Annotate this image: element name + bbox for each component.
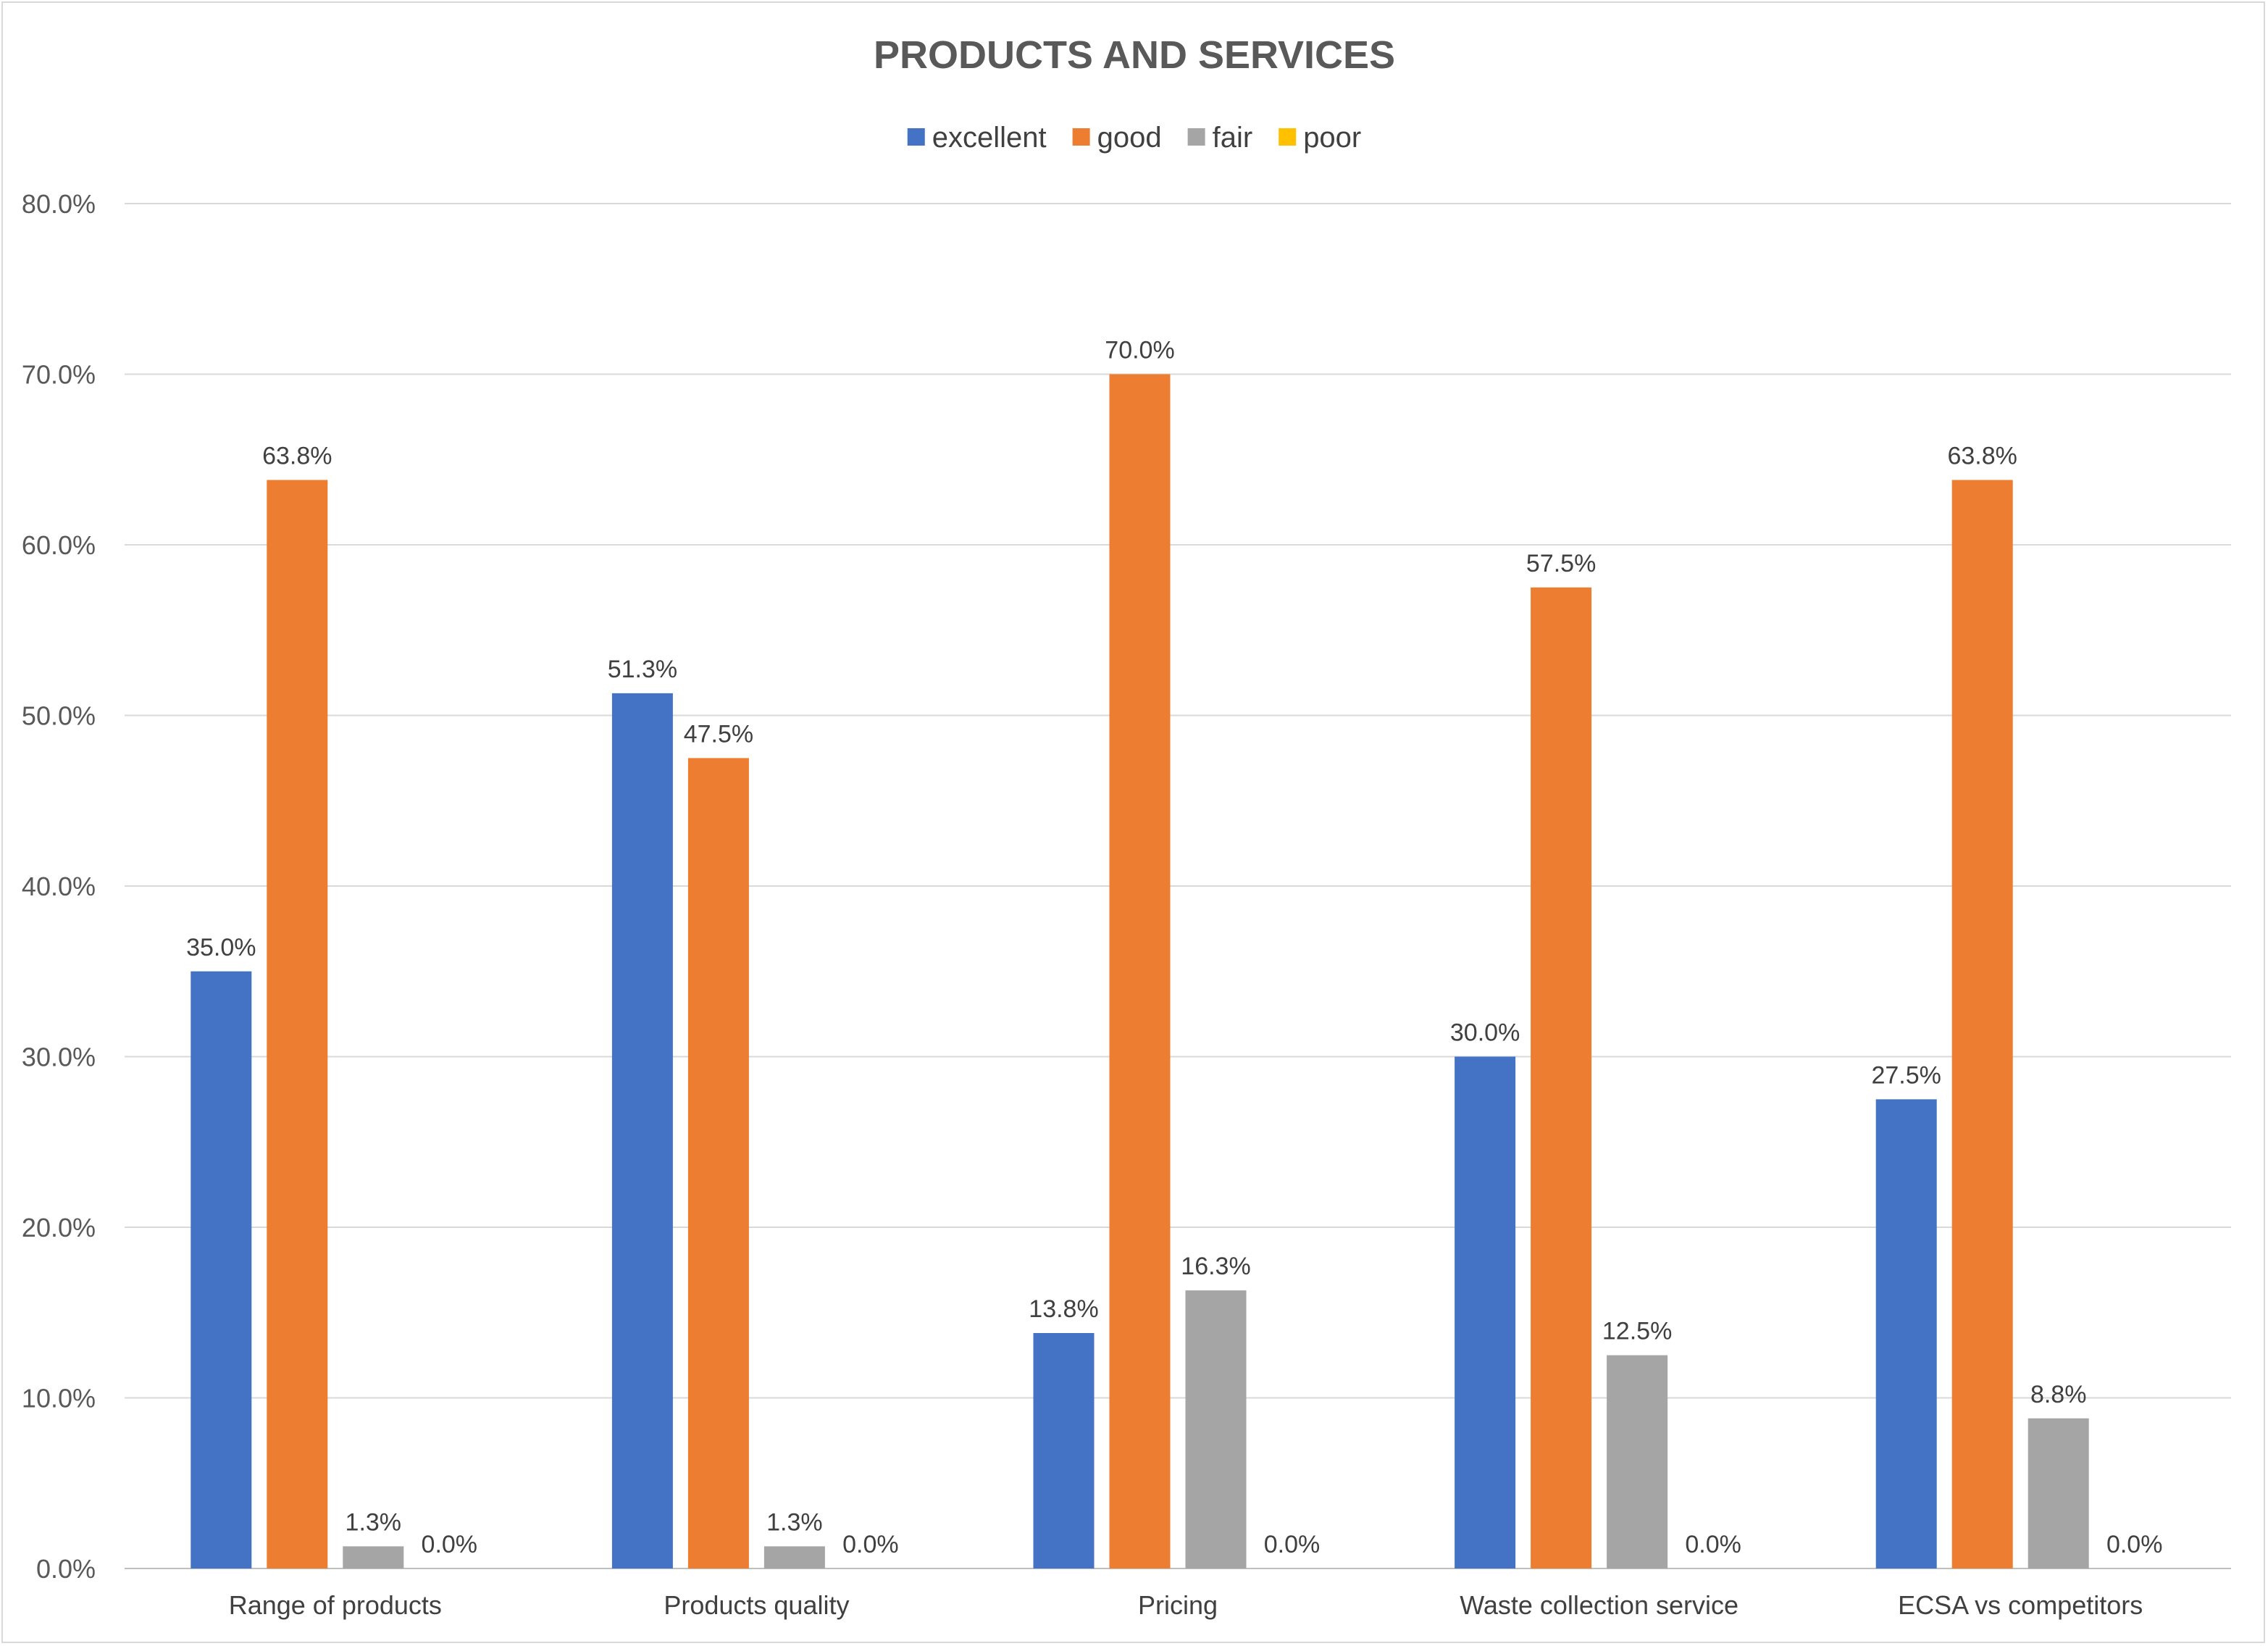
data-label-fair-range-of-products: 1.3% [346, 1508, 402, 1536]
data-label-fair-products-quality: 1.3% [766, 1508, 823, 1536]
bar-fair-products-quality [763, 1546, 825, 1568]
bar-fair-ecsa-vs-competitors [2028, 1418, 2089, 1568]
data-label-poor-waste-collection-service: 0.0% [1685, 1531, 1741, 1558]
bar-fair-range-of-products [343, 1546, 404, 1568]
bars [191, 374, 2089, 1568]
legend-item-good: good [1072, 122, 1162, 154]
x-tick-label: Waste collection service [1460, 1590, 1738, 1620]
data-label-good-range-of-products: 63.8% [262, 443, 332, 470]
legend-item-poor: poor [1279, 122, 1361, 154]
data-label-poor-ecsa-vs-competitors: 0.0% [2106, 1531, 2163, 1558]
data-label-good-products-quality: 47.5% [684, 720, 753, 748]
y-tick-label: 50.0% [22, 701, 96, 731]
legend-label-poor: poor [1303, 122, 1361, 154]
bar-good-range-of-products [267, 480, 328, 1568]
legend-label-good: good [1097, 122, 1162, 154]
bar-good-ecsa-vs-competitors [1951, 480, 2013, 1568]
bar-excellent-range-of-products [191, 971, 252, 1568]
data-label-excellent-range-of-products: 35.0% [186, 934, 256, 961]
data-label-good-waste-collection-service: 57.5% [1526, 550, 1596, 577]
y-tick-label: 10.0% [22, 1384, 96, 1413]
data-label-fair-ecsa-vs-competitors: 8.8% [2030, 1381, 2087, 1408]
data-label-poor-pricing: 0.0% [1264, 1531, 1321, 1558]
y-tick-label: 70.0% [22, 360, 96, 390]
legend-label-fair: fair [1213, 122, 1253, 154]
bar-excellent-waste-collection-service [1455, 1056, 1516, 1568]
legend-label-excellent: excellent [932, 122, 1047, 154]
bar-fair-waste-collection-service [1607, 1355, 1668, 1568]
x-tick-label: ECSA vs competitors [1898, 1590, 2143, 1620]
chart-title: PRODUCTS AND SERVICES [874, 33, 1395, 77]
bar-excellent-ecsa-vs-competitors [1875, 1099, 1937, 1568]
bar-fair-pricing [1185, 1290, 1247, 1568]
data-label-excellent-ecsa-vs-competitors: 27.5% [1871, 1061, 1941, 1089]
x-tick-label: Range of products [229, 1590, 442, 1620]
legend-item-excellent: excellent [907, 122, 1047, 154]
legend-swatch-good [1072, 128, 1090, 146]
data-label-excellent-waste-collection-service: 30.0% [1450, 1019, 1520, 1047]
bar-good-pricing [1109, 374, 1171, 1568]
data-label-excellent-products-quality: 51.3% [608, 656, 677, 683]
bar-good-products-quality [687, 758, 749, 1568]
y-tick-label: 60.0% [22, 530, 96, 560]
bar-good-waste-collection-service [1531, 587, 1592, 1568]
x-tick-label: Pricing [1138, 1590, 1218, 1620]
y-tick-label: 80.0% [22, 189, 96, 219]
data-label-good-pricing: 70.0% [1105, 337, 1174, 364]
bar-excellent-products-quality [611, 693, 673, 1568]
data-label-fair-waste-collection-service: 12.5% [1602, 1318, 1672, 1345]
data-label-good-ecsa-vs-competitors: 63.8% [1947, 443, 2017, 470]
legend-swatch-poor [1279, 128, 1297, 146]
data-label-fair-pricing: 16.3% [1181, 1253, 1250, 1280]
bar-excellent-pricing [1033, 1333, 1095, 1568]
legend: excellent good fair poor [907, 122, 1361, 154]
legend-swatch-fair [1187, 128, 1205, 146]
x-tick-label: Products quality [664, 1590, 849, 1620]
y-tick-label: 40.0% [22, 872, 96, 901]
legend-item-fair: fair [1187, 122, 1253, 154]
data-label-poor-range-of-products: 0.0% [422, 1531, 478, 1558]
x-axis: Range of products Products quality Pricing… [229, 1590, 2143, 1620]
y-tick-label: 20.0% [22, 1213, 96, 1242]
y-tick-label: 30.0% [22, 1043, 96, 1072]
data-label-excellent-pricing: 13.8% [1029, 1295, 1098, 1323]
data-label-poor-products-quality: 0.0% [842, 1531, 899, 1558]
data-labels: 35.0% 63.8% 1.3% 0.0% 51.3% 47.5% 1.3% 0.0% 13.8… [186, 337, 2162, 1559]
legend-swatch-excellent [907, 128, 925, 146]
y-axis: 0.0% 10.0% 20.0% 30.0% 40.0% 50.0% 60.0% 70.0% 8… [22, 189, 96, 1584]
y-tick-label: 0.0% [36, 1554, 96, 1584]
